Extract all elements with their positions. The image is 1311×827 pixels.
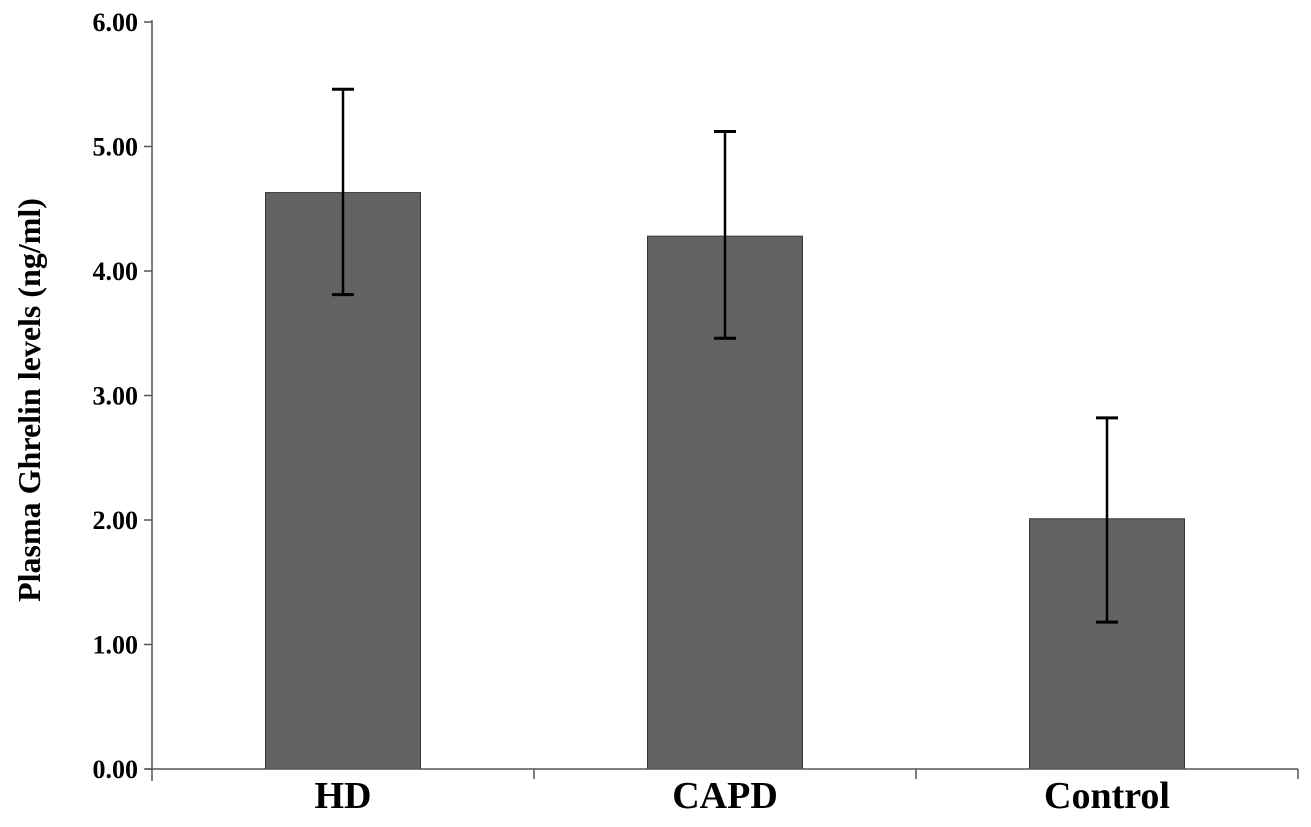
y-tick-label: 1.00	[93, 631, 139, 660]
x-tick-label: HD	[315, 775, 372, 817]
y-tick-label: 6.00	[93, 8, 139, 37]
labels-layer: HD CAPD Control 0.00 1.00 2.00 3.00 4.00 5.00 6.0…	[93, 8, 1170, 817]
y-tick-label: 2.00	[93, 506, 139, 535]
y-tick-label: 5.00	[93, 133, 139, 162]
y-tick-label: 0.00	[93, 755, 139, 784]
y-tick-label: 3.00	[93, 382, 139, 411]
y-tick-label: 4.00	[93, 257, 139, 286]
error-bars-layer	[332, 87, 1118, 624]
y-axis-title: Plasma Ghrelin levels (ng/ml)	[11, 198, 47, 602]
x-tick-label: Control	[1044, 775, 1170, 817]
x-tick-label: CAPD	[672, 775, 778, 817]
axes-layer	[144, 20, 1299, 781]
